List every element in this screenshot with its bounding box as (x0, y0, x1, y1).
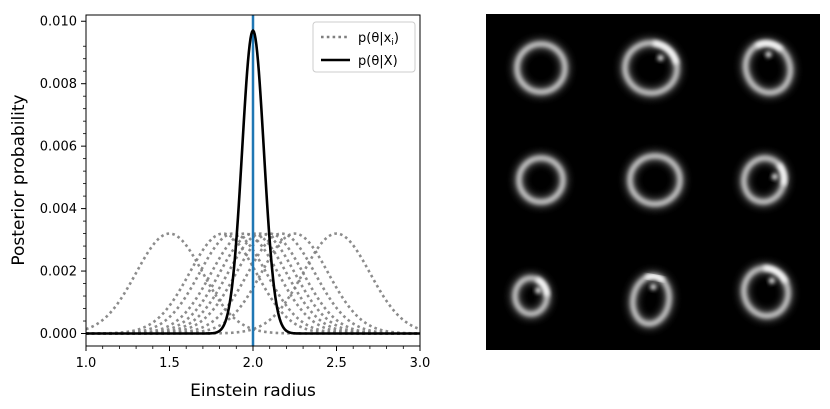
legend-item-individual: p(θ|xi) (358, 31, 399, 48)
legend: p(θ|xi) p(θ|X) (312, 21, 416, 73)
y-tick-label-4: 0.008 (40, 77, 77, 92)
x-tick-label-3: 2.5 (326, 356, 347, 371)
y-tick-label-1: 0.002 (40, 265, 77, 280)
ring-bright-arc (754, 40, 784, 52)
x-axis-label: Einstein radius (190, 381, 316, 401)
y-tick-label-2: 0.004 (40, 202, 77, 217)
image-background (486, 14, 820, 350)
lens-image-1 (512, 39, 570, 97)
posterior-plot: 1.0 1.5 2.0 2.5 3.0 0.0000.0020.0040.0060.00… (9, 14, 431, 401)
ring-bright-arc (776, 162, 787, 186)
y-axis-ticks: 0.000 0.002 0.004 0.006 0.008 0.010 (40, 15, 86, 342)
lens-image-7 (510, 273, 552, 319)
ring-inner-spot (657, 54, 664, 61)
lens-image-3 (741, 38, 795, 98)
lens-image-grid (486, 14, 820, 350)
y-axis-label: Posterior probability (9, 94, 29, 265)
x-tick-label-4: 3.0 (410, 356, 431, 371)
y-tick-label-0: 0.000 (40, 327, 77, 342)
x-axis-ticks: 1.0 1.5 2.0 2.5 3.0 (76, 346, 431, 371)
ring-inner-spot (771, 173, 778, 180)
y-tick-label-5: 0.010 (40, 15, 77, 30)
x-tick-label-1: 1.5 (159, 356, 180, 371)
ring-arc (741, 266, 791, 318)
ring-bright-arc (652, 40, 680, 65)
ring-inner-spot (765, 51, 772, 58)
legend-individual-sub: i (391, 38, 394, 48)
minor-ticks (83, 45, 404, 349)
ring-inner-spot (768, 277, 775, 284)
ring-inner-spot (650, 284, 657, 291)
ring-inner-spot (535, 287, 542, 294)
legend-individual-label: p(θ|x (358, 31, 392, 46)
ring-arc (515, 42, 567, 94)
combined-posterior-curve (86, 28, 420, 335)
lens-image-8 (628, 271, 674, 329)
y-tick-label-3: 0.006 (40, 140, 77, 155)
legend-item-combined: p(θ|X) (358, 54, 398, 69)
combined-posterior-layer (86, 28, 420, 335)
lens-image-4 (514, 153, 568, 207)
lens-image-2 (620, 38, 682, 98)
x-tick-label-0: 1.0 (76, 356, 97, 371)
ring-arc (628, 154, 682, 206)
ring-bright-arc (763, 265, 789, 284)
ring-arc (517, 156, 565, 204)
x-tick-label-2: 2.0 (243, 356, 264, 371)
lens-image-5 (625, 151, 685, 209)
ring-bright-arc (644, 273, 666, 283)
lens-image-6 (739, 153, 789, 207)
ring-bright-arc (535, 276, 550, 297)
individual-posterior-curve-7 (86, 232, 420, 335)
lens-image-9 (739, 263, 793, 321)
legend-individual-close: ) (394, 31, 399, 46)
